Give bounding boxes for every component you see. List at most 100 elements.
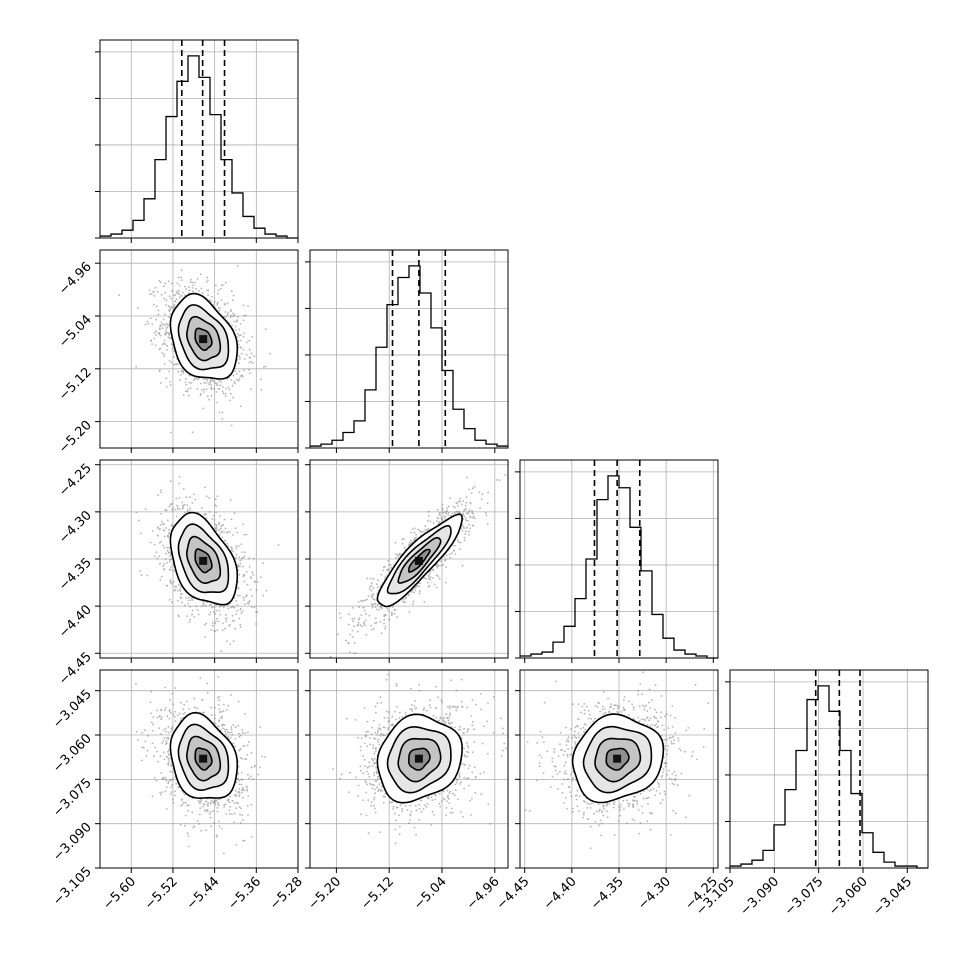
sample-point bbox=[170, 525, 173, 527]
sample-point bbox=[160, 321, 163, 324]
sample-point bbox=[391, 606, 394, 608]
sample-point bbox=[432, 522, 435, 524]
sample-point bbox=[197, 290, 200, 292]
sample-point bbox=[356, 630, 359, 633]
sample-point bbox=[413, 531, 416, 534]
sample-point bbox=[250, 360, 253, 363]
sample-point bbox=[252, 362, 254, 364]
sample-point bbox=[173, 363, 175, 366]
sample-point bbox=[215, 524, 218, 527]
sample-point bbox=[436, 508, 439, 511]
sample-point bbox=[231, 324, 233, 327]
sample-point bbox=[161, 327, 164, 330]
sample-point bbox=[170, 779, 173, 782]
sample-point bbox=[358, 617, 361, 619]
sample-point bbox=[370, 582, 373, 585]
sample-point bbox=[345, 639, 347, 642]
sample-point bbox=[218, 695, 221, 698]
sample-point bbox=[151, 323, 154, 326]
sample-point bbox=[226, 313, 229, 316]
sample-point bbox=[193, 377, 196, 380]
sample-point bbox=[242, 796, 244, 799]
sample-point bbox=[230, 309, 233, 311]
sample-point bbox=[198, 823, 201, 825]
sample-point bbox=[416, 528, 419, 531]
sample-point bbox=[224, 540, 227, 543]
sample-point bbox=[250, 606, 253, 608]
sample-point bbox=[219, 613, 222, 616]
sample-point bbox=[178, 712, 181, 715]
sample-point bbox=[204, 486, 206, 489]
sample-point bbox=[447, 505, 450, 508]
sample-point bbox=[161, 742, 164, 744]
sample-point bbox=[146, 574, 149, 577]
sample-point bbox=[246, 744, 249, 747]
density-peak bbox=[199, 335, 208, 344]
sample-point bbox=[213, 519, 216, 521]
sample-point bbox=[468, 524, 470, 526]
panel-frame bbox=[309, 249, 509, 449]
sample-point bbox=[353, 652, 355, 655]
sample-point bbox=[238, 565, 241, 568]
sample-point bbox=[171, 601, 174, 604]
sample-point bbox=[227, 607, 230, 610]
sample-point bbox=[224, 311, 227, 313]
sample-point bbox=[171, 348, 174, 350]
sample-point bbox=[181, 803, 184, 806]
sample-point bbox=[445, 512, 448, 515]
sample-point bbox=[169, 699, 171, 701]
sample-point bbox=[362, 599, 365, 602]
sample-point bbox=[448, 553, 451, 556]
sample-point bbox=[185, 597, 188, 599]
sample-point bbox=[338, 612, 341, 615]
sample-point bbox=[465, 530, 467, 533]
sample-point bbox=[159, 755, 162, 758]
sample-point bbox=[427, 574, 430, 577]
sample-point bbox=[173, 356, 176, 358]
sample-point bbox=[172, 294, 175, 297]
sample-point bbox=[162, 529, 165, 532]
sample-point bbox=[246, 790, 248, 792]
sample-point bbox=[241, 557, 243, 560]
sample-point bbox=[165, 323, 168, 325]
sample-point bbox=[141, 732, 144, 734]
sample-point bbox=[446, 509, 448, 512]
sample-point bbox=[226, 302, 229, 305]
sample-point bbox=[415, 533, 418, 536]
sample-point bbox=[164, 727, 167, 730]
sample-point bbox=[159, 524, 162, 526]
sample-point bbox=[222, 703, 225, 706]
sample-point bbox=[388, 563, 390, 566]
sample-point bbox=[157, 332, 160, 334]
sample-point bbox=[206, 803, 209, 806]
sample-point bbox=[235, 547, 238, 549]
sample-point bbox=[197, 613, 200, 616]
sample-point bbox=[229, 805, 232, 808]
sample-point bbox=[410, 531, 412, 534]
sample-point bbox=[419, 590, 421, 592]
sample-point bbox=[229, 399, 231, 402]
sample-point bbox=[444, 559, 446, 562]
sample-point bbox=[380, 574, 383, 576]
sample-point bbox=[347, 613, 350, 616]
sample-point bbox=[390, 614, 393, 617]
sample-point bbox=[208, 398, 210, 401]
sample-point bbox=[457, 504, 459, 507]
sample-point bbox=[372, 627, 375, 630]
sample-point bbox=[204, 378, 207, 380]
sample-point bbox=[224, 303, 226, 306]
sample-point bbox=[219, 384, 222, 387]
sample-point bbox=[176, 292, 179, 295]
sample-point bbox=[215, 511, 217, 514]
sample-point bbox=[118, 294, 120, 297]
sample-point bbox=[194, 281, 196, 284]
sample-point bbox=[216, 304, 219, 306]
sample-point bbox=[222, 386, 224, 388]
sample-point bbox=[402, 537, 405, 540]
sample-point bbox=[462, 512, 464, 515]
sample-point bbox=[206, 378, 208, 381]
sample-point bbox=[196, 609, 199, 611]
sample-point bbox=[219, 605, 221, 608]
sample-point bbox=[218, 711, 221, 713]
sample-point bbox=[396, 616, 399, 618]
